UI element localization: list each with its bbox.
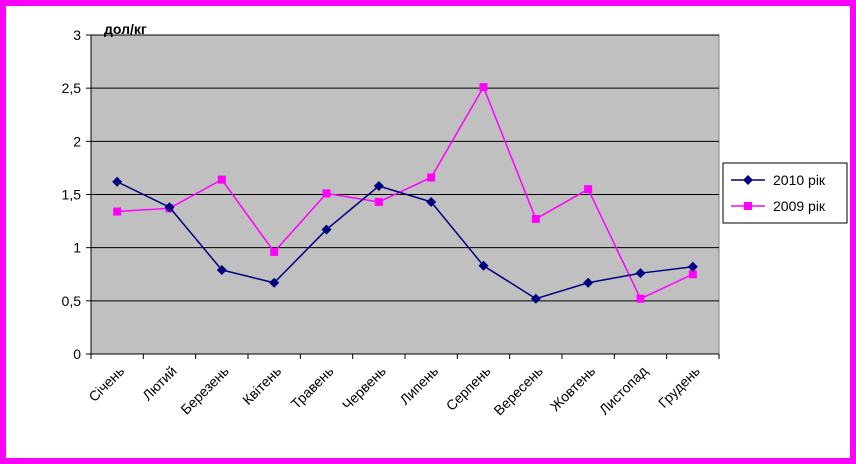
x-tick-label: Травень (288, 363, 337, 412)
data-point (479, 83, 488, 92)
data-point (531, 214, 540, 223)
data-point (164, 202, 175, 213)
y-axis: 0 0,5 1 1,5 2 2,5 3 (62, 27, 92, 362)
data-point (113, 207, 122, 216)
legend-swatch-marker (743, 175, 753, 185)
series-line (117, 85, 694, 300)
x-tick-label: Грудень (655, 363, 703, 411)
x-tick-label: Серпень (443, 363, 494, 414)
x-tick-label: Січень (85, 363, 127, 405)
x-tick-label: Червень (339, 363, 389, 413)
x-tick-label: Квітень (239, 363, 284, 408)
data-point (426, 196, 437, 207)
data-point (687, 261, 698, 272)
legend-label: 2010 рік (773, 172, 826, 188)
legend-swatch-marker (744, 202, 752, 210)
data-point (427, 173, 436, 182)
x-tick-label: Лютий (139, 363, 180, 404)
y-tick-label: 2 (73, 133, 81, 149)
y-tick-label: 1,5 (62, 187, 82, 203)
y-tick-label: 0,5 (62, 293, 82, 309)
data-point (216, 264, 227, 275)
data-point (217, 175, 226, 184)
data-point (584, 185, 593, 194)
data-point (112, 176, 123, 187)
y-tick-label: 2,5 (62, 80, 82, 96)
data-point (269, 277, 280, 288)
x-tick-label: Жовтень (547, 363, 598, 414)
data-point (373, 180, 384, 191)
data-point (321, 224, 332, 235)
data-point (270, 247, 279, 256)
data-point (322, 189, 331, 198)
series-layer (112, 83, 698, 304)
data-point (374, 197, 383, 206)
y-tick-label: 0 (73, 346, 81, 362)
data-point (583, 277, 594, 288)
data-point (530, 293, 541, 304)
series-line (116, 181, 693, 300)
legend-label: 2009 рік (773, 198, 826, 214)
y-tick-label: 1 (73, 240, 81, 256)
data-point (635, 268, 646, 279)
x-tick-label: Березень (177, 363, 232, 418)
data-point (636, 294, 645, 303)
data-point (478, 260, 489, 271)
y-tick-label: 3 (73, 27, 81, 43)
x-tick-label: Липень (396, 363, 441, 408)
unit-label: дол/кг (104, 21, 147, 37)
x-tick-label: Вересень (490, 363, 546, 419)
legend: 2010 рік 2009 рік (722, 162, 848, 224)
x-tick-label: Листопад (596, 363, 651, 418)
data-point (688, 270, 697, 279)
legend-box (722, 162, 848, 224)
